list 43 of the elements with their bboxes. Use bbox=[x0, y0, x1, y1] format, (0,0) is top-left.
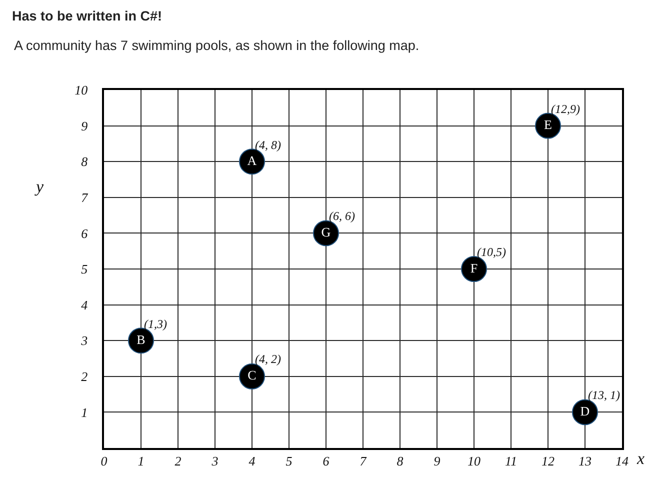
y-tick-label: 4 bbox=[81, 297, 88, 312]
series-label: F bbox=[470, 260, 478, 276]
series-label: G bbox=[321, 224, 331, 240]
series-label: C bbox=[248, 368, 256, 383]
x-tick-label: 9 bbox=[434, 453, 441, 468]
series-label: D bbox=[580, 403, 590, 418]
y-tick-label: 6 bbox=[81, 226, 88, 241]
x-axis-title: x bbox=[636, 449, 645, 468]
y-tick-label: 1 bbox=[81, 404, 88, 420]
x-tick-label: 3 bbox=[210, 453, 219, 468]
x-tick-label: 5 bbox=[286, 453, 293, 468]
x-tick-label: 0 bbox=[100, 453, 108, 468]
y-axis-title: y bbox=[34, 177, 44, 196]
y-tick-label: 3 bbox=[80, 333, 88, 348]
x-tick-label: 10 bbox=[468, 453, 481, 468]
annotation: (4, 8) bbox=[255, 138, 281, 152]
annotation: (1,3) bbox=[144, 317, 167, 331]
x-tick-label: 14 bbox=[616, 453, 629, 468]
x-tick-label: 13 bbox=[578, 453, 592, 468]
x-tick-label: 6 bbox=[322, 453, 330, 468]
annotation: (13, 1) bbox=[588, 388, 620, 402]
series-label: E bbox=[544, 117, 552, 132]
x-tick-label: 1 bbox=[138, 453, 144, 468]
y-tick-label: 9 bbox=[81, 118, 88, 134]
annotation: (10,5) bbox=[477, 245, 506, 259]
annotation: (12,9) bbox=[551, 102, 580, 116]
y-tick-label: 5 bbox=[81, 262, 88, 277]
x-tick-label: 4 bbox=[248, 453, 256, 468]
y-tick-label: 7 bbox=[81, 190, 88, 205]
x-tick-label: 7 bbox=[360, 453, 367, 468]
annotation: (4, 2) bbox=[255, 352, 281, 366]
chart-title: Has to be written in C#! bbox=[12, 8, 162, 24]
y-tick-label: 8 bbox=[81, 154, 88, 170]
chart-subtitle: A community has 7 swimming pools, as shown in the following map. bbox=[14, 38, 420, 53]
x-tick-label: 11 bbox=[504, 453, 518, 468]
y-tick-label: 2 bbox=[81, 368, 88, 384]
y-tick-label: 10 bbox=[74, 82, 88, 98]
annotation: (6, 6) bbox=[329, 209, 355, 223]
series-label: A bbox=[247, 152, 258, 168]
x-tick-label: 8 bbox=[396, 453, 404, 468]
x-tick-label: 2 bbox=[174, 453, 182, 468]
series-label: B bbox=[136, 332, 146, 347]
x-tick-label: 12 bbox=[542, 453, 555, 468]
